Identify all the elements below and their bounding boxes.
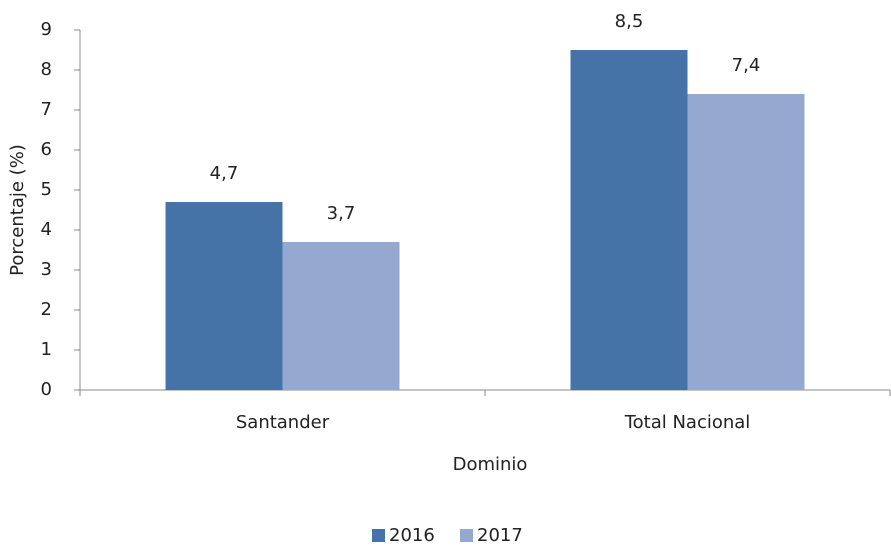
y-tick-label: 3	[41, 259, 52, 280]
bar	[282, 242, 400, 390]
x-tick-label: Total Nacional	[624, 412, 751, 433]
y-tick-label: 1	[41, 339, 52, 360]
bar	[570, 50, 688, 390]
legend-label: 2017	[477, 525, 523, 546]
y-tick-label: 5	[41, 179, 52, 200]
value-label: 8,5	[615, 11, 644, 32]
bar	[687, 94, 805, 390]
value-label: 3,7	[327, 203, 356, 224]
bar	[165, 202, 283, 390]
y-axis-title: Porcentaje (%)	[7, 144, 28, 276]
value-label: 4,7	[210, 163, 239, 184]
y-tick-label: 7	[41, 99, 52, 120]
legend-label: 2016	[389, 525, 435, 546]
y-tick-label: 0	[41, 379, 52, 400]
y-tick-label: 9	[41, 19, 52, 40]
x-axis-title: Dominio	[453, 454, 528, 475]
value-label: 7,4	[732, 55, 761, 76]
y-tick-label: 2	[41, 299, 52, 320]
y-tick-label: 8	[41, 59, 52, 80]
legend-swatch	[372, 529, 385, 542]
x-tick-label: Santander	[236, 412, 330, 433]
y-tick-label: 4	[41, 219, 52, 240]
y-tick-label: 6	[41, 139, 52, 160]
legend-swatch	[460, 529, 473, 542]
